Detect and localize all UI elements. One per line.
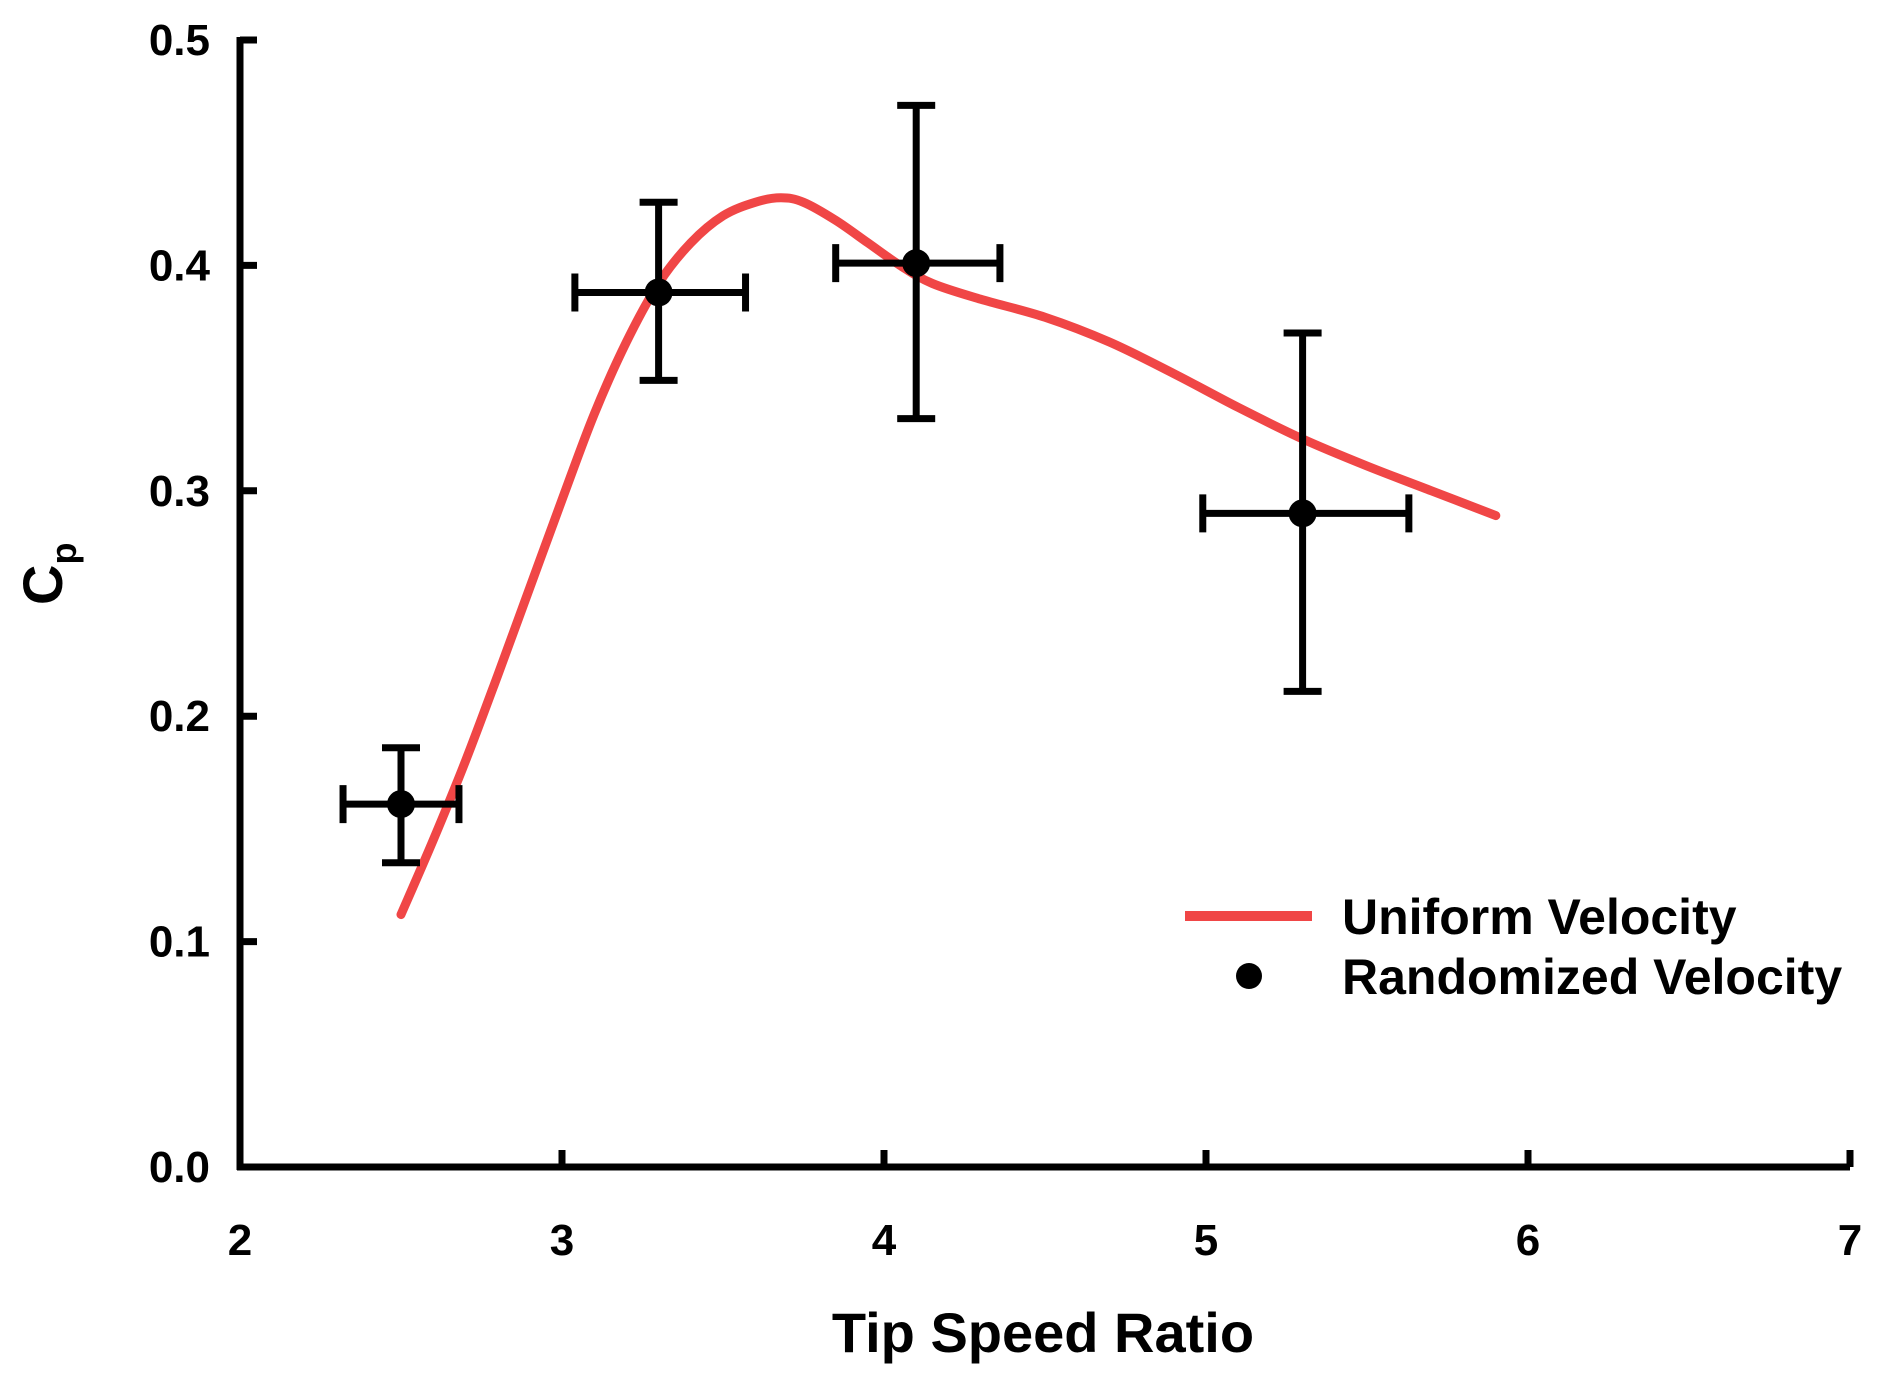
legend-randomized-velocity-marker <box>1236 963 1262 989</box>
y-tick-label: 0.3 <box>149 467 210 516</box>
randomized-velocity-point <box>571 198 750 384</box>
y-tick-label: 0.4 <box>149 241 211 290</box>
y-tick-label: 0.0 <box>149 1143 210 1192</box>
data-point-marker <box>1288 499 1317 528</box>
x-axis-title: Tip Speed Ratio <box>832 1301 1254 1364</box>
x-tick-label: 6 <box>1516 1216 1540 1265</box>
data-point-marker <box>644 278 673 307</box>
y-tick-label: 0.5 <box>149 16 210 65</box>
x-tick-label: 4 <box>872 1216 897 1265</box>
legend: Uniform Velocity Randomized Velocity <box>1185 889 1842 1005</box>
y-tick-label: 0.2 <box>149 692 210 741</box>
legend-uniform-velocity-label: Uniform Velocity <box>1342 889 1737 945</box>
randomized-velocity-layer <box>339 101 1413 867</box>
uniform-velocity-layer <box>396 193 1501 920</box>
y-axis-title-sub: p <box>43 543 84 565</box>
data-point-marker <box>902 249 931 278</box>
x-tick-label: 2 <box>228 1216 252 1265</box>
ticks: 2 3 4 5 6 7 0.0 0.1 0.2 0.3 0.4 0.5 <box>149 16 1862 1265</box>
data-point-marker <box>387 790 415 819</box>
uniform-velocity-line <box>396 193 1501 920</box>
x-tick-label: 5 <box>1194 1216 1218 1265</box>
legend-randomized-velocity-label: Randomized Velocity <box>1342 949 1842 1005</box>
randomized-velocity-point <box>832 101 1004 423</box>
axes <box>236 37 1850 1171</box>
randomized-velocity-point <box>339 744 463 867</box>
y-axis-title-main: C <box>11 565 74 605</box>
randomized-velocity-point <box>1199 329 1413 695</box>
y-tick-label: 0.1 <box>149 918 210 967</box>
x-tick-label: 7 <box>1838 1216 1862 1265</box>
x-tick-label: 3 <box>550 1216 574 1265</box>
y-axis-title: Cp <box>11 543 84 605</box>
